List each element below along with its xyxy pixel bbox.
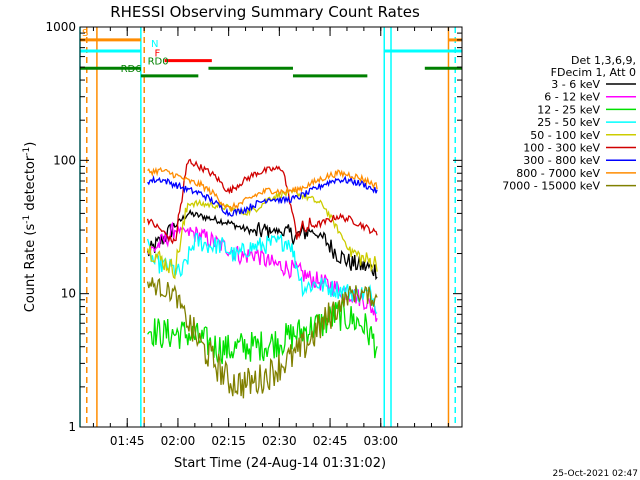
legend-label-4: 50 - 100 keV (530, 129, 600, 142)
y-tick-label-1: 10 (61, 287, 76, 301)
legend-header-1: FDecim 1, Att 0 (551, 66, 636, 79)
y-tick-label-2: 100 (53, 153, 76, 167)
flag-label-n: N (151, 39, 158, 50)
legend-label-3: 25 - 50 keV (537, 116, 600, 129)
legend-label-8: 7000 - 15000 keV (502, 180, 600, 193)
series-line-6 (147, 174, 378, 218)
flag-label-f: F (155, 49, 161, 60)
plot-frame (79, 26, 463, 428)
y-tick-label-0: 1 (68, 420, 76, 434)
axes: 1 10 100 1000 01:45 02:00 02:15 02:30 02:45 03:00 (45, 20, 463, 448)
y-axis-label: Count Rate (s-1 detector-1) (22, 142, 38, 313)
series-line-8 (146, 277, 378, 399)
series-line-3 (146, 232, 378, 314)
flag-label-s: S (82, 28, 88, 39)
timestamp: 25-Oct-2021 02:47 (553, 469, 638, 479)
legend-label-2: 12 - 25 keV (537, 103, 600, 116)
legend-label-5: 100 - 300 keV (523, 142, 600, 155)
flag-label-rd6: RD6 (121, 64, 142, 75)
x-tick-label-0: 01:45 (110, 434, 145, 448)
flag-label-rd0: RD0 (148, 56, 169, 67)
x-axis-label: Start Time (24-Aug-14 01:31:02) (174, 456, 386, 471)
x-tick-label-3: 02:30 (262, 434, 297, 448)
legend-label-0: 3 - 6 keV (551, 78, 600, 91)
legend-header-0: Det 1,3,6,9, (571, 54, 636, 67)
legend-label-1: 6 - 12 keV (544, 91, 600, 104)
legend-label-7: 800 - 7000 keV (516, 167, 600, 180)
series-line-0 (146, 208, 378, 281)
x-tick-label-4: 02:45 (313, 434, 348, 448)
x-tick-label-5: 03:00 (363, 434, 398, 448)
series-line-5 (146, 158, 378, 245)
x-tick-label-1: 02:00 (161, 434, 196, 448)
chart-title: RHESSI Observing Summary Count Rates (110, 3, 420, 21)
series-line-1 (147, 221, 378, 322)
y-tick-label-3: 1000 (45, 20, 76, 34)
legend-label-6: 300 - 800 keV (523, 154, 600, 167)
series-line-4 (146, 188, 378, 280)
series-line-7 (147, 166, 378, 213)
x-tick-label-2: 02:15 (211, 434, 246, 448)
series-line-2 (147, 300, 378, 365)
